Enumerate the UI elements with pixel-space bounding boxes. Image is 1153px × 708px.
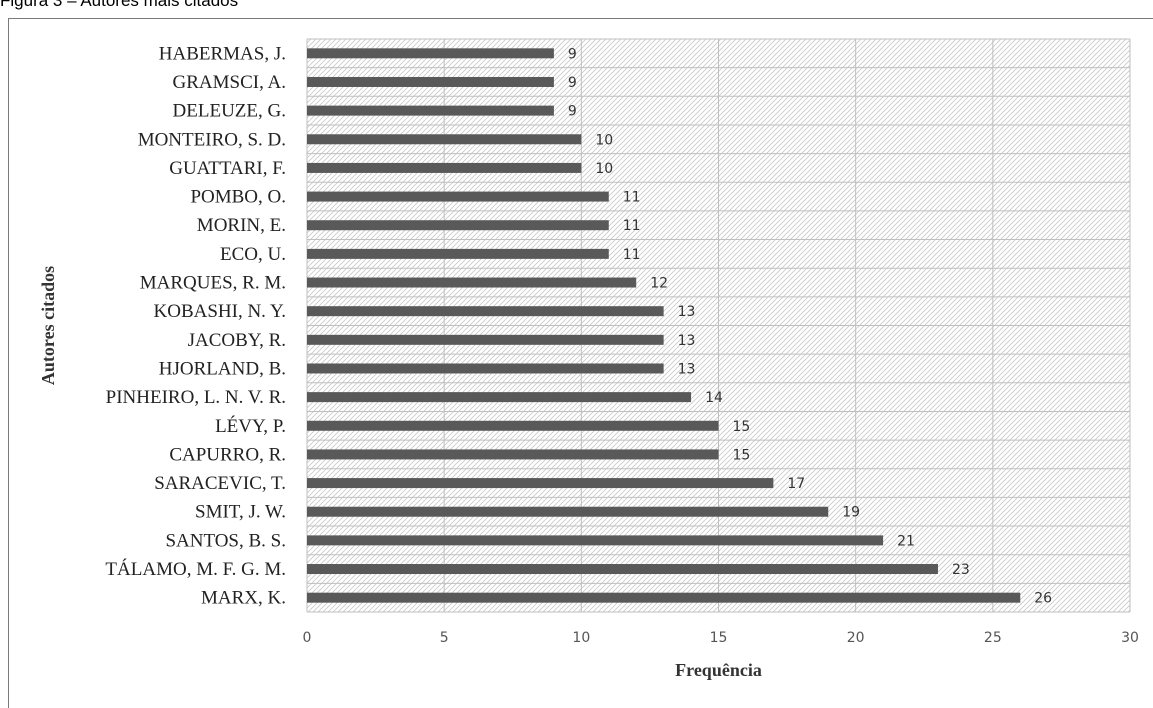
category-label: PINHEIRO, L. N. V. R. [106,387,286,408]
x-tick-label: 20 [847,630,865,646]
data-label: 21 [897,533,915,549]
category-label: GUATTARI, F. [169,158,286,179]
bar [307,564,938,575]
bar [307,48,554,59]
data-label: 10 [595,161,613,177]
data-label: 11 [623,218,641,234]
bar [307,134,582,145]
category-labels: HABERMAS, J. GRAMSCI, A. DELEUZE, G. MONTEI… [105,43,286,608]
bar [307,248,609,259]
data-label: 14 [705,390,723,406]
category-label: CAPURRO, R. [169,444,286,465]
chart-frame [8,18,1153,708]
bar [307,420,719,431]
category-label: HJORLAND, B. [159,358,286,379]
category-label: MARX, K. [201,588,286,609]
category-label: MONTEIRO, S. D. [138,129,286,150]
data-label: 17 [787,476,805,492]
bar [307,306,664,317]
x-tick-label: 15 [710,630,728,646]
figure-caption: Figura 3 – Autores mais citados [0,0,239,10]
category-label: ECO, U. [220,244,286,265]
bar [307,277,637,288]
bar [307,191,609,202]
data-label: 23 [952,562,970,578]
bar [307,592,1021,603]
x-tick-label: 30 [1121,630,1139,646]
data-label: 12 [650,276,668,292]
bar [307,363,664,374]
bar [307,478,774,489]
category-label: KOBASHI, N. Y. [154,301,287,322]
data-label: 26 [1034,591,1052,607]
category-label: SARACEVIC, T. [154,473,286,494]
category-label: LÉVY, P. [215,415,286,437]
bars: 9 9 9 10 10 11 11 11 12 13 13 13 14 15 15 17 19 21 23 26 [307,46,1052,607]
data-label: 13 [678,361,696,377]
data-label: 15 [733,419,751,435]
bar [307,334,664,345]
x-tick-label: 0 [303,630,312,646]
bar [307,535,884,546]
x-tick-labels: 0 5 10 15 20 25 30 [303,630,1139,646]
x-tick-label: 25 [984,630,1002,646]
category-label: MORIN, E. [197,215,286,236]
x-axis-title: Frequência [675,660,762,680]
bar [307,162,582,173]
category-label: TÁLAMO, M. F. G. M. [105,558,286,580]
category-label: DELEUZE, G. [173,101,286,122]
category-label: SANTOS, B. S. [165,530,286,551]
data-label: 10 [595,132,613,148]
bar [307,449,719,460]
category-label: SMIT, J. W. [195,502,286,523]
bar [307,105,554,116]
data-label: 13 [678,333,696,349]
x-tick-label: 5 [440,630,449,646]
category-label: POMBO, O. [190,187,286,208]
category-label: GRAMSCI, A. [173,72,287,93]
bar [307,392,692,403]
x-tick-label: 10 [572,630,590,646]
y-axis-title: Autores citados [38,266,58,385]
data-label: 9 [568,46,577,62]
data-label: 19 [842,505,860,521]
data-label: 11 [623,247,641,263]
bar [307,76,554,87]
gridlines [306,38,1131,613]
data-label: 11 [623,190,641,206]
data-label: 15 [733,447,751,463]
data-label: 9 [568,104,577,120]
data-label: 13 [678,304,696,320]
category-label: MARQUES, R. M. [140,273,286,294]
bar [307,506,829,517]
category-label: HABERMAS, J. [159,43,286,64]
data-label: 9 [568,75,577,91]
bar [307,220,609,231]
category-label: JACOBY, R. [188,330,286,351]
